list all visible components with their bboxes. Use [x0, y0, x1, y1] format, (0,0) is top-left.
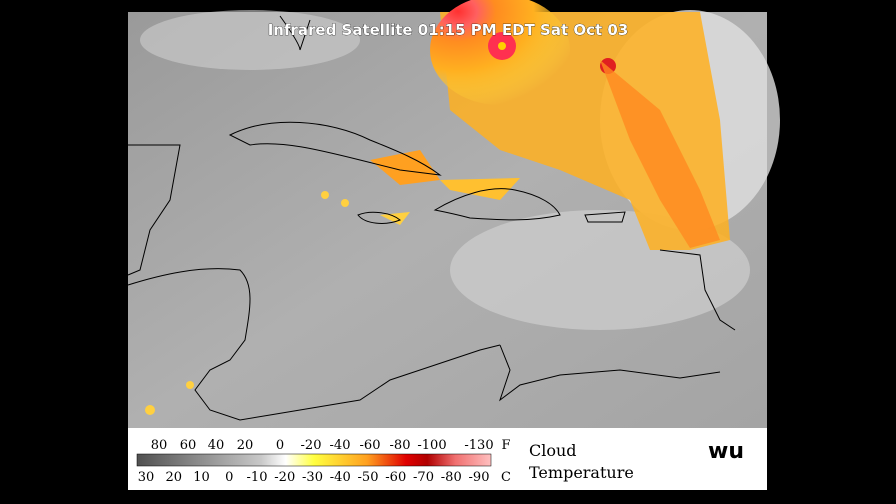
fahrenheit-label: 40 — [208, 438, 225, 453]
logo: wu — [708, 439, 744, 464]
celsius-label: -60 — [385, 470, 406, 485]
fahrenheit-label: -80 — [390, 438, 411, 453]
celsius-label: 10 — [193, 470, 210, 485]
celsius-label: 30 — [138, 470, 155, 485]
celsius-label: -70 — [413, 470, 434, 485]
fahrenheit-unit: F — [501, 438, 510, 453]
celsius-label: -40 — [330, 470, 351, 485]
fahrenheit-label: 80 — [151, 438, 168, 453]
color-bar — [136, 453, 492, 467]
fahrenheit-label: -20 — [301, 438, 322, 453]
celsius-unit: C — [501, 470, 511, 485]
fahrenheit-label: -60 — [360, 438, 381, 453]
legend-caption: Temperature — [529, 463, 634, 482]
celsius-label: -20 — [274, 470, 295, 485]
celsius-label: -10 — [247, 470, 268, 485]
satellite-image — [128, 0, 780, 428]
image-title: Infrared Satellite 01:15 PM EDT Sat Oct … — [268, 21, 629, 39]
celsius-label: -30 — [302, 470, 323, 485]
fahrenheit-label: -130 — [464, 438, 493, 453]
celsius-label: 0 — [225, 470, 233, 485]
fahrenheit-label: -100 — [417, 438, 446, 453]
legend: Cloud Temperature wu 80 60 40 20 0 -20 -40 -60-… — [128, 428, 767, 490]
fahrenheit-label: -40 — [330, 438, 351, 453]
legend-caption: Cloud — [529, 441, 577, 460]
fahrenheit-label: 0 — [276, 438, 284, 453]
fahrenheit-label: 20 — [237, 438, 254, 453]
celsius-label: 20 — [165, 470, 182, 485]
celsius-label: -80 — [441, 470, 462, 485]
coastlines — [127, 15, 736, 421]
celsius-label: -50 — [358, 470, 379, 485]
fahrenheit-label: 60 — [180, 438, 197, 453]
celsius-label: -90 — [469, 470, 490, 485]
